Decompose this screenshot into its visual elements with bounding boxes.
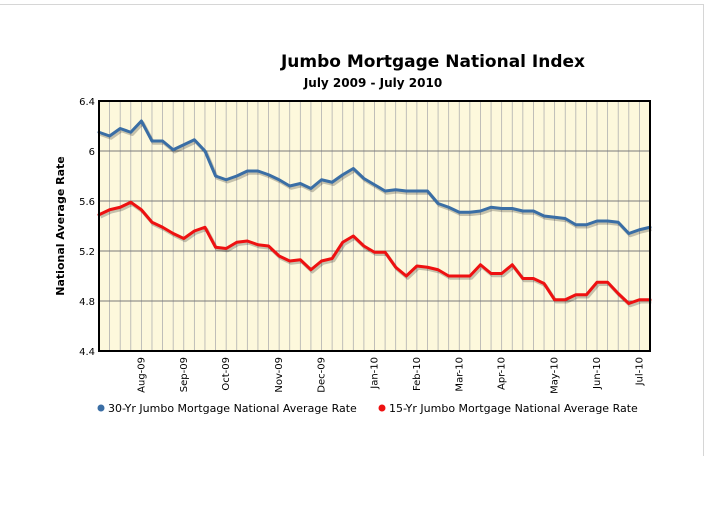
chart-subtitle: July 2009 - July 2010 [303, 76, 442, 90]
x-tick-label: Dec-09 [317, 357, 328, 393]
x-tick-label: Jul-10 [634, 357, 645, 386]
x-tick-label: Oct-09 [221, 357, 232, 391]
legend-label-30yr: 30-Yr Jumbo Mortgage National Average Ra… [108, 402, 357, 415]
x-tick-label: May-10 [550, 357, 561, 394]
x-tick-label: Nov-09 [274, 357, 285, 393]
y-axis-label: National Average Rate [54, 156, 67, 295]
x-tick-label: Mar-10 [454, 357, 465, 392]
x-tick-label: Jun-10 [592, 357, 603, 390]
series-line-30yr [97, 119, 652, 235]
series-shadow [99, 202, 652, 308]
legend-item-30yr: 30-Yr Jumbo Mortgage National Average Ra… [97, 402, 357, 415]
frame-right-border [703, 4, 704, 456]
x-tick-label: Jan-10 [370, 357, 381, 390]
x-tick-label: Apr-10 [497, 357, 508, 390]
series-line-15yr [97, 200, 652, 305]
plot-border [98, 100, 651, 352]
y-tick-label: 6 [89, 147, 95, 158]
y-tick-label: 6.4 [79, 97, 95, 108]
x-tick-label: Sep-09 [179, 357, 190, 392]
vertical-gridlines [109, 101, 640, 351]
frame-top-border [0, 4, 704, 5]
chart-title: Jumbo Mortgage National Index [280, 52, 585, 72]
y-tick-label: 5.2 [79, 247, 95, 258]
y-tick-label: 4.4 [79, 347, 95, 358]
y-axis-ticks: 4.4 4.8 5.2 5.6 6 6.4 [79, 97, 95, 358]
legend-marker-30yr [97, 404, 105, 412]
y-tick-label: 5.6 [79, 197, 95, 208]
legend-marker-15yr [378, 404, 386, 412]
series-lines [97, 119, 652, 308]
legend-label-15yr: 15-Yr Jumbo Mortgage National Average Ra… [389, 402, 638, 415]
x-tick-label: Aug-09 [136, 357, 147, 393]
legend-item-15yr: 15-Yr Jumbo Mortgage National Average Ra… [378, 402, 638, 415]
legend: 30-Yr Jumbo Mortgage National Average Ra… [97, 402, 638, 415]
x-axis-ticks: Aug-09 Sep-09 Oct-09 Nov-09 Dec-09 Jan-10 Feb-… [136, 357, 645, 394]
y-tick-label: 4.8 [79, 297, 95, 308]
x-tick-label: Feb-10 [412, 357, 423, 391]
